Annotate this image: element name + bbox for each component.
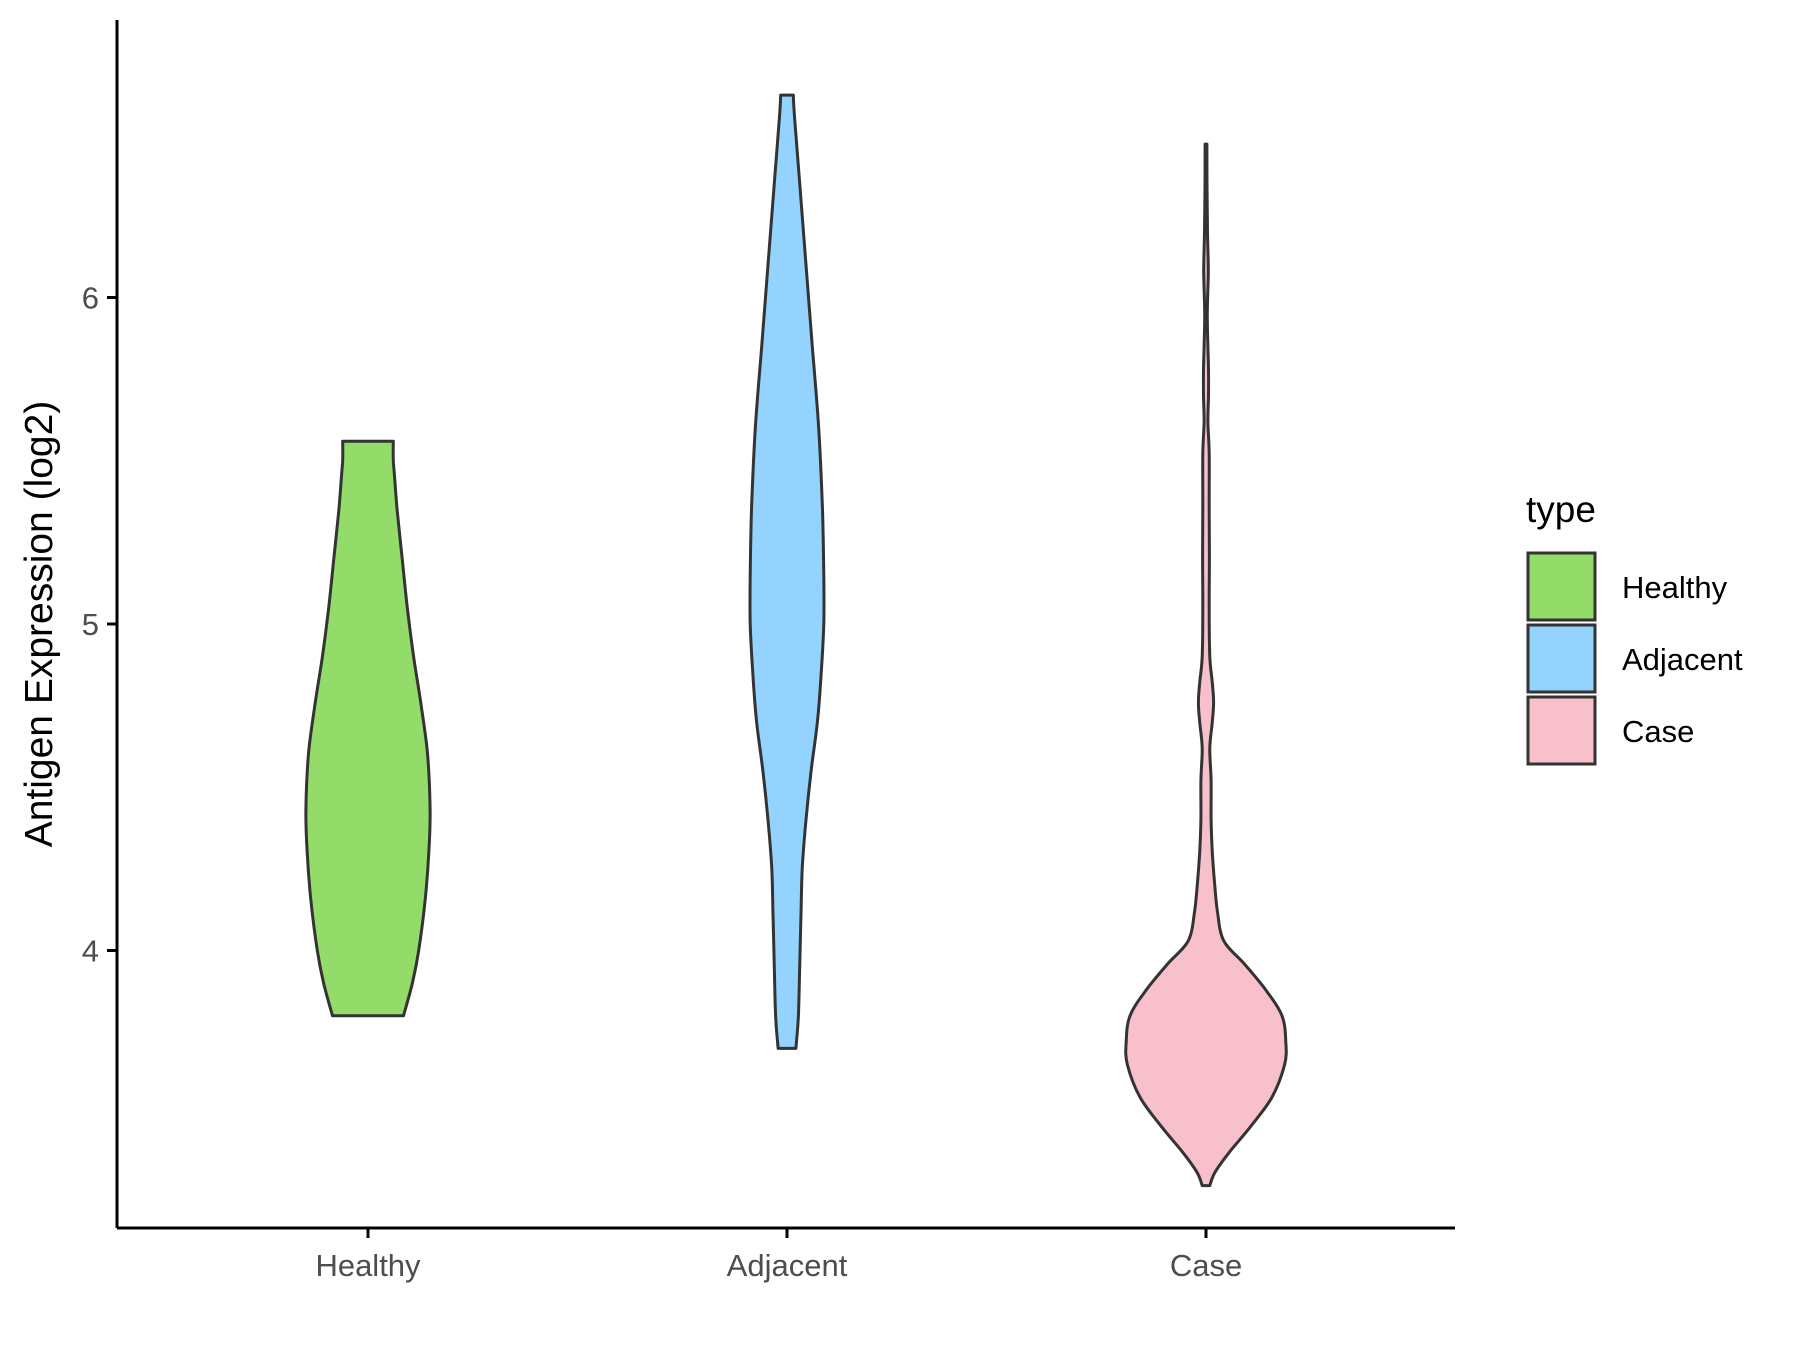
y-tick-label: 6 — [82, 281, 99, 316]
x-tick-label-healthy: Healthy — [315, 1248, 421, 1283]
legend-swatch-adjacent — [1526, 623, 1597, 694]
y-axis-title: Antigen Expression (log2) — [18, 401, 61, 848]
x-ticks: Healthy Adjacent Case — [315, 1228, 1242, 1283]
legend-swatch-healthy — [1526, 551, 1597, 622]
y-ticks: 4 5 6 — [82, 281, 117, 968]
y-tick-label: 4 — [82, 933, 99, 968]
x-tick-label-adjacent: Adjacent — [727, 1248, 848, 1283]
violin-case — [1124, 142, 1288, 1188]
legend-items: Healthy Adjacent Case — [1526, 551, 1743, 766]
legend: type Healthy Adjacent Case — [1526, 489, 1743, 766]
legend-label-healthy: Healthy — [1622, 570, 1728, 605]
legend-label-adjacent: Adjacent — [1622, 642, 1743, 677]
x-tick-label-case: Case — [1170, 1248, 1242, 1283]
legend-label-case: Case — [1622, 714, 1694, 749]
violin-adjacent — [748, 93, 826, 1050]
violins-layer — [304, 93, 1288, 1188]
legend-title: type — [1526, 489, 1596, 530]
legend-swatch-case — [1526, 695, 1597, 766]
violin-healthy — [304, 439, 432, 1018]
y-tick-label: 5 — [82, 607, 99, 642]
